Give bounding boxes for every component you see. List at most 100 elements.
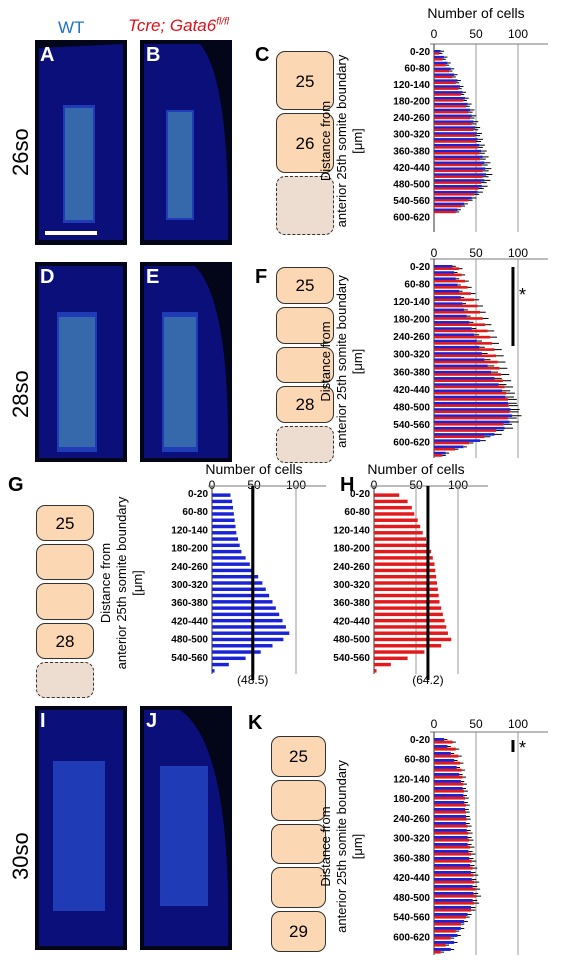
chart-g-ylabel-line2: anterior 25th somite boundary bbox=[114, 496, 129, 669]
chart-k-bar-s0-22 bbox=[434, 892, 474, 895]
chart-k-ytick-2: 120-140 bbox=[393, 774, 430, 785]
chart-c-bar-s1-21 bbox=[434, 175, 483, 178]
chart-k-bar-s0-15 bbox=[434, 843, 468, 846]
chart-k-ytick-4: 240-260 bbox=[393, 814, 430, 825]
chart-f-ytick-5: 300-320 bbox=[393, 350, 430, 361]
somite-f-4: 28 bbox=[276, 386, 334, 424]
chart-h-bar-s0-17 bbox=[374, 600, 440, 604]
chart-c-bar-s1-16 bbox=[434, 146, 478, 149]
chart-c-bar-s0-9 bbox=[434, 102, 468, 106]
chart-c-ytick-6: 360-380 bbox=[393, 146, 430, 157]
chart-k-bar-s1-28 bbox=[434, 936, 451, 940]
chart-k-ylabel-unit: [μm] bbox=[350, 834, 365, 860]
chart-f-bar-s0-20 bbox=[434, 389, 503, 393]
chart-g-bar-s0-28 bbox=[212, 669, 215, 673]
chart-h-bar-s0-2 bbox=[374, 505, 412, 510]
chart-f-bar-s0-7 bbox=[434, 308, 465, 312]
chart-c-bar-s1-13 bbox=[434, 128, 474, 132]
chart-g-title: Number of cells bbox=[205, 462, 302, 477]
chart-k-bar-s1-9 bbox=[434, 803, 466, 807]
chart-c-ytick-10: 600-620 bbox=[393, 212, 430, 223]
chart-c-ytick-0: 0-20 bbox=[410, 47, 430, 58]
panel-letter-e: E bbox=[146, 266, 160, 288]
chart-f-ytick-6: 360-380 bbox=[393, 367, 430, 378]
chart-c-bar-s0-22 bbox=[434, 179, 485, 182]
chart-h-bar-s0-22 bbox=[374, 631, 448, 635]
stage-label-28so: 28so bbox=[8, 370, 33, 418]
chart-c-bar-s0-20 bbox=[434, 167, 486, 170]
chart-c-bar-s1-2 bbox=[434, 63, 446, 67]
somite-stack-k: 25 29 bbox=[271, 736, 326, 952]
somite-g-4: 28 bbox=[36, 622, 94, 659]
chart-g-bar-s0-1 bbox=[212, 499, 233, 504]
chart-c-xtick-1: 50 bbox=[469, 27, 483, 41]
chart-c-bar-s1-7 bbox=[434, 93, 461, 96]
chart-k-ytick-6: 360-380 bbox=[393, 853, 430, 864]
chart-f-bar-s0-0 bbox=[434, 265, 453, 268]
mutant-header: Tcre; Gata6fl/fl bbox=[128, 16, 229, 36]
chart-f-bar-s1-27 bbox=[434, 435, 485, 439]
chart-c-ytick-9: 540-560 bbox=[393, 196, 430, 207]
chart-g-bar-s0-4 bbox=[212, 518, 235, 522]
somite-f-5 bbox=[276, 426, 334, 463]
chart-k: 0 50 100 0-20 60-80 120-140 180-200 240-260 300-… bbox=[320, 717, 548, 955]
somite-c-2: 26 bbox=[276, 113, 334, 173]
chart-k-bar-s0-8 bbox=[434, 794, 464, 797]
chart-k-bar-s0-10 bbox=[434, 808, 466, 811]
chart-k-bar-s1-18 bbox=[434, 866, 473, 870]
chart-g-bar-s0-24 bbox=[212, 644, 273, 648]
chart-f-ytick-7: 420-440 bbox=[393, 385, 430, 396]
chart-c-bar-s1-11 bbox=[434, 116, 471, 120]
chart-f-bar-s1-10 bbox=[434, 329, 488, 333]
chart-k-bar-s1-23 bbox=[434, 901, 475, 905]
chart-c-bar-s0-26 bbox=[434, 202, 465, 206]
chart-f-bar-s0-27 bbox=[434, 433, 495, 436]
chart-h-bar-s0-10 bbox=[374, 556, 433, 560]
chart-h-ytick-9: 540-560 bbox=[333, 653, 370, 664]
chart-f-bar-s0-23 bbox=[434, 408, 511, 411]
chart-f-bar-s0-28 bbox=[434, 439, 481, 442]
chart-f-bar-s1-1 bbox=[434, 273, 462, 277]
chart-k-bar-s1-11 bbox=[434, 817, 467, 821]
chart-f-ytick-2: 120-140 bbox=[393, 297, 430, 308]
somite-g-1: 25 bbox=[36, 505, 94, 542]
chart-g-reference-label: (48.5) bbox=[237, 673, 268, 687]
chart-f-bar-s1-4 bbox=[434, 292, 471, 295]
chart-f-bar-s0-29 bbox=[434, 445, 464, 449]
chart-h-bar-s0-25 bbox=[374, 650, 425, 654]
panel-letter-a: A bbox=[40, 44, 55, 66]
chart-h-xtick-2: 100 bbox=[448, 478, 468, 492]
chart-f-bar-s1-11 bbox=[434, 335, 491, 339]
chart-f-bar-s0-16 bbox=[434, 364, 488, 368]
micrograph-i-image bbox=[35, 706, 127, 950]
chart-g-ytick-1: 60-80 bbox=[182, 507, 208, 518]
chart-c-bar-s1-8 bbox=[434, 99, 464, 102]
chart-f-bar-s1-6 bbox=[434, 304, 478, 308]
chart-g-ytick-9: 540-560 bbox=[171, 653, 208, 664]
chart-k-bar-s1-20 bbox=[434, 880, 475, 884]
chart-k-ytick-3: 180-200 bbox=[393, 794, 430, 805]
somite-g-3 bbox=[36, 583, 94, 620]
chart-f-bar-s1-24 bbox=[434, 416, 508, 420]
chart-f-xtick-1: 50 bbox=[469, 246, 483, 260]
somite-g-5 bbox=[36, 661, 94, 698]
chart-f-bar-s1-12 bbox=[434, 342, 492, 345]
somite-f-1: 25 bbox=[276, 267, 334, 304]
chart-g-xtick-1: 50 bbox=[247, 478, 261, 492]
chart-g-bar-s0-21 bbox=[212, 625, 286, 629]
chart-g-bar-s0-23 bbox=[212, 637, 284, 642]
chart-c-bar-s0-23 bbox=[434, 185, 482, 188]
panel-letter-c: C bbox=[255, 44, 270, 66]
chart-g-bar-s0-6 bbox=[212, 531, 237, 535]
chart-c-bar-s1-22 bbox=[434, 181, 482, 184]
chart-c-bar-s1-18 bbox=[434, 157, 481, 161]
chart-f-bar-s1-5 bbox=[434, 298, 475, 302]
chart-k-xtick-0: 0 bbox=[431, 717, 438, 731]
somite-stack-f: 25 28 bbox=[276, 267, 334, 463]
panel-letter-g: G bbox=[8, 474, 24, 496]
chart-g-bar-s0-18 bbox=[212, 606, 276, 610]
chart-k-ylabel-line2: anterior 25th somite boundary bbox=[334, 760, 349, 933]
chart-h-bar-s0-19 bbox=[374, 612, 443, 617]
chart-k-bar-s0-26 bbox=[434, 920, 465, 923]
chart-f-bar-s0-4 bbox=[434, 289, 460, 293]
